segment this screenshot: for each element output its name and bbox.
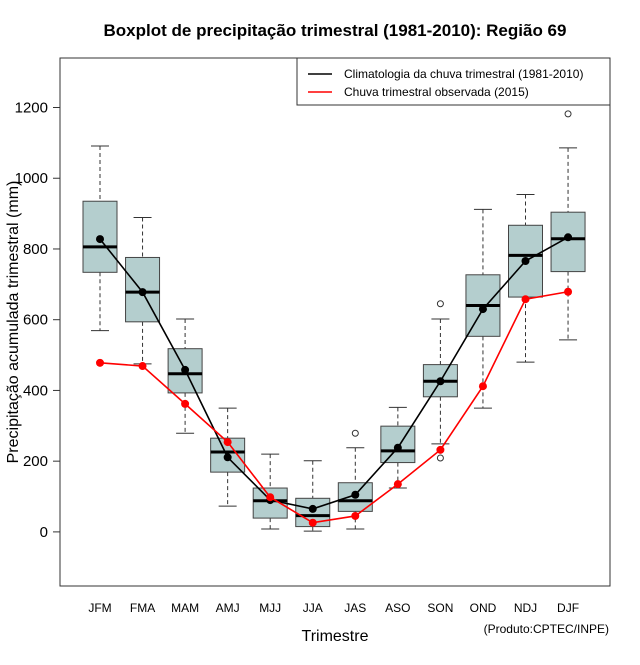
observed-point (393, 480, 402, 489)
legend-box (296, 57, 611, 106)
x-tick-label: JJA (303, 601, 323, 615)
legend: Climatologia da chuva trimestral (1981-2… (296, 57, 611, 106)
box-body (550, 211, 586, 273)
x-axis-label: Trimestre (302, 628, 369, 645)
y-tick-label: 1200 (15, 100, 48, 117)
y-tick-label: 1000 (15, 170, 48, 187)
climatology-line (99, 236, 569, 510)
climatology-point (138, 288, 147, 297)
observed-point (266, 493, 275, 502)
y-axis-label: Precipitação acumulada trimestral (mm) (5, 181, 22, 464)
x-tick-label: AMJ (216, 601, 240, 615)
x-tick-label: NDJ (514, 601, 537, 615)
climatology-point (521, 256, 530, 265)
outlier-point (436, 300, 444, 308)
observed-point (521, 295, 530, 304)
observed-point (223, 438, 232, 447)
observed-point (351, 511, 360, 520)
climatology-point (181, 365, 190, 374)
legend-label-climatology: Climatologia da chuva trimestral (1981-2… (344, 67, 583, 81)
outlier-point (564, 110, 572, 118)
box-DJF (550, 110, 586, 341)
observed-point (308, 518, 317, 527)
observed-point (181, 399, 190, 408)
legend-label-observed: Chuva trimestral observada (2015) (344, 85, 529, 99)
observed-point (138, 362, 147, 371)
x-tick-label: MAM (171, 601, 199, 615)
series-lines (96, 233, 573, 527)
x-tick-label: SON (427, 601, 453, 615)
x-axis: JFM FMA MAM AMJ MJJ JJA JAS ASO SON OND NDJ DJF (88, 601, 579, 615)
climatology-point (393, 443, 402, 452)
x-tick-label: OND (470, 601, 497, 615)
x-tick-label: DJF (557, 601, 579, 615)
x-tick-label: MJJ (259, 601, 281, 615)
box-MAM (167, 318, 203, 434)
climatology-point (223, 453, 232, 462)
x-tick-label: FMA (130, 601, 155, 615)
observed-point (478, 382, 487, 391)
box-MJJ (252, 453, 288, 530)
x-tick-label: ASO (385, 601, 410, 615)
y-tick-label: 0 (40, 524, 48, 541)
observed-point (436, 445, 445, 454)
climatology-point (96, 235, 104, 244)
climatology-point (564, 233, 573, 242)
chart-title: Boxplot de precipitação trimestral (1981… (104, 21, 567, 40)
y-tick-label: 600 (23, 312, 48, 329)
y-tick-label: 800 (23, 241, 48, 258)
observed-line (99, 290, 569, 524)
box-NDJ (508, 194, 543, 363)
observed-point (96, 358, 104, 367)
x-tick-label: JFM (88, 601, 111, 615)
y-tick-label: 400 (23, 382, 48, 399)
observed-point (564, 287, 573, 296)
credit-text: (Produto:CPTEC/INPE) (484, 622, 609, 636)
outlier-point (436, 454, 444, 462)
climatology-point (308, 504, 317, 513)
box-body (380, 425, 416, 464)
climatology-point (478, 305, 487, 314)
climatology-point (436, 377, 445, 386)
x-tick-label: JAS (344, 601, 366, 615)
outlier-point (351, 429, 359, 437)
y-axis: 0 200 400 600 800 1000 1200 (15, 100, 61, 541)
climatology-point (351, 490, 360, 499)
y-tick-label: 200 (23, 453, 48, 470)
